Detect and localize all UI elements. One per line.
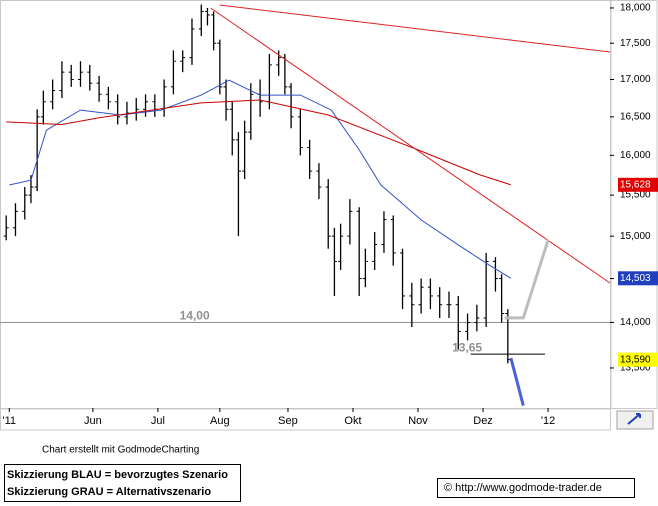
copyright-box	[437, 478, 635, 498]
time-axis	[0, 408, 611, 431]
x-tick-label: Nov	[408, 415, 428, 427]
y-tick-label: 16,000	[620, 150, 651, 161]
y-tick-label: 14,000	[620, 317, 651, 328]
price-tag	[618, 177, 658, 192]
y-tick-label: 13,500	[620, 363, 651, 374]
y-tick-label: 15,000	[620, 231, 651, 242]
price-tag-label: 15,628	[620, 179, 651, 190]
copyright: © http://www.godmode-trader.de	[444, 482, 602, 494]
x-tick-label: Jul	[151, 415, 165, 427]
plot-area	[0, 0, 611, 409]
price-tag-label: 13,590	[620, 354, 651, 365]
overlay-line	[219, 4, 611, 53]
y-tick-label: 18,000	[620, 3, 651, 14]
x-tick-label: Okt	[344, 415, 361, 427]
x-tick-label: Dez	[473, 415, 493, 427]
overlay-line	[504, 239, 550, 320]
tool-arrow	[627, 413, 641, 425]
x-tick-label: Aug	[210, 415, 230, 427]
tool-icon[interactable]	[616, 410, 654, 430]
y-tick-label: 16,500	[620, 111, 651, 122]
overlay-line	[210, 7, 611, 284]
x-tick-label: '12	[541, 415, 555, 427]
overlay-line	[9, 79, 512, 279]
x-tick-label: Jun	[84, 415, 102, 427]
x-tick-label: '11	[3, 415, 17, 427]
legend-text: Skizzierung GRAU = Alternativszenario	[7, 486, 211, 498]
overlay-line	[509, 357, 525, 406]
level-label: 13,65	[452, 340, 482, 354]
level-label: 14,00	[180, 309, 210, 323]
legend-box	[4, 464, 241, 502]
price-tag-label: 14,503	[620, 273, 651, 284]
price-tag	[618, 352, 658, 367]
price-tag	[618, 271, 658, 286]
y-tick-label: 17,500	[620, 38, 651, 49]
x-tick-label: Sep	[278, 415, 298, 427]
y-tick-label: 17,000	[620, 74, 651, 85]
price-axis	[610, 0, 658, 409]
overlay-line	[6, 99, 512, 186]
y-tick-label: 15,500	[620, 190, 651, 201]
credit: Chart erstellt mit GodmodeCharting	[42, 445, 199, 456]
legend-text: Skizzierung BLAU = bevorzugtes Szenario	[7, 469, 228, 481]
